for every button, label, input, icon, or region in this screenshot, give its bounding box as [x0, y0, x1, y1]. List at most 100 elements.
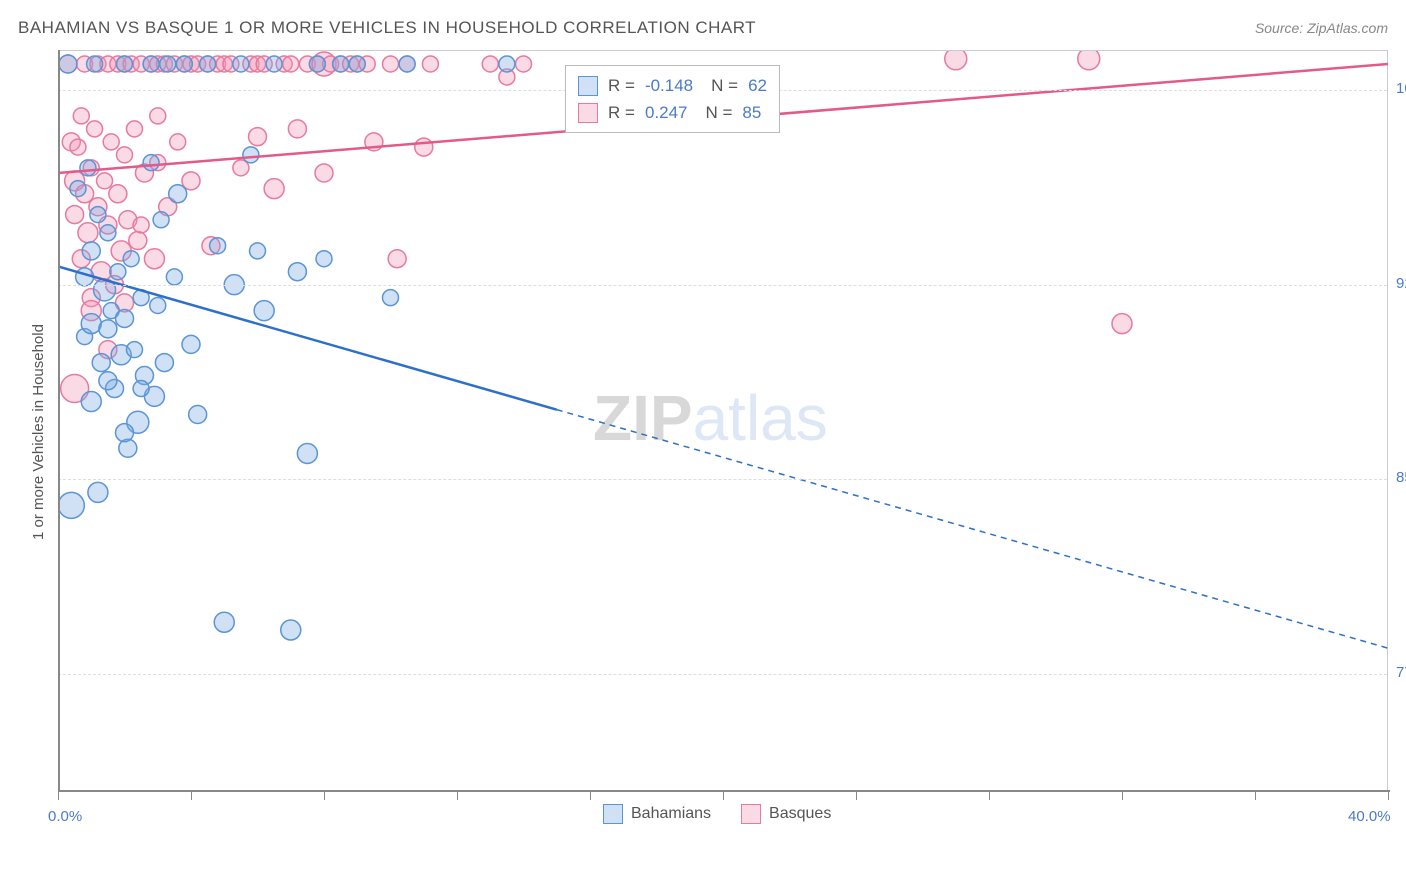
legend-r-label: R = — [608, 99, 635, 126]
data-point — [297, 443, 317, 463]
data-point — [117, 56, 133, 72]
data-point — [90, 207, 106, 223]
data-point — [166, 269, 182, 285]
data-point — [214, 612, 234, 632]
data-point — [92, 354, 110, 372]
regression-line-dashed — [557, 410, 1388, 649]
data-point — [1112, 314, 1132, 334]
x-tick — [457, 790, 458, 800]
legend-swatch — [741, 804, 761, 824]
data-point — [155, 354, 173, 372]
data-point — [100, 225, 116, 241]
data-point — [189, 406, 207, 424]
data-point — [87, 56, 103, 72]
data-point — [133, 217, 149, 233]
x-tick — [723, 790, 724, 800]
data-point — [266, 56, 282, 72]
legend-item: Bahamians — [603, 804, 711, 824]
scatter-svg — [58, 51, 1388, 791]
x-tick — [191, 790, 192, 800]
gridline-h — [58, 479, 1387, 480]
data-point — [169, 185, 187, 203]
data-point — [87, 121, 103, 137]
data-point — [99, 320, 117, 338]
data-point — [82, 242, 100, 260]
legend-r-value: -0.148 — [645, 72, 693, 99]
x-tick — [1388, 790, 1389, 800]
data-point — [97, 173, 113, 189]
legend-row: R =0.247N =85 — [578, 99, 767, 126]
x-tick — [1122, 790, 1123, 800]
legend-label: Bahamians — [631, 805, 711, 823]
data-point — [66, 206, 84, 224]
data-point — [250, 243, 266, 259]
y-tick-label: 100.0% — [1396, 80, 1406, 97]
data-point — [160, 56, 176, 72]
y-tick-label: 77.5% — [1396, 664, 1406, 681]
data-point — [383, 56, 399, 72]
chart-title: BAHAMIAN VS BASQUE 1 OR MORE VEHICLES IN… — [18, 18, 756, 38]
data-point — [78, 223, 98, 243]
data-point — [415, 138, 433, 156]
title-bar: BAHAMIAN VS BASQUE 1 OR MORE VEHICLES IN… — [18, 18, 1388, 38]
data-point — [243, 147, 259, 163]
source-label: Source: ZipAtlas.com — [1255, 20, 1388, 36]
legend-series: Bahamians Basques — [603, 804, 831, 824]
data-point — [210, 238, 226, 254]
data-point — [153, 212, 169, 228]
legend-r-label: R = — [608, 72, 635, 99]
data-point — [81, 392, 101, 412]
data-point — [309, 56, 325, 72]
legend-correlation: R = -0.148 N = 62R = 0.247 N =85 — [565, 65, 780, 133]
x-tick — [1255, 790, 1256, 800]
data-point — [70, 139, 86, 155]
data-point — [81, 314, 101, 334]
data-point — [116, 309, 134, 327]
y-axis-title: 1 or more Vehicles in Household — [30, 324, 47, 540]
data-point — [80, 160, 96, 176]
legend-swatch — [578, 103, 598, 123]
legend-n-label: N = — [711, 72, 738, 99]
data-point — [200, 56, 216, 72]
data-point — [249, 128, 267, 146]
data-point — [516, 56, 532, 72]
legend-swatch — [603, 804, 623, 824]
x-tick — [58, 790, 59, 800]
data-point — [129, 232, 147, 250]
data-point — [176, 56, 192, 72]
data-point — [281, 620, 301, 640]
data-point — [103, 134, 119, 150]
x-tick-label: 40.0% — [1348, 808, 1391, 825]
y-tick-label: 92.5% — [1396, 275, 1406, 292]
legend-row: R = -0.148 N = 62 — [578, 72, 767, 99]
data-point — [399, 56, 415, 72]
data-point — [150, 297, 166, 313]
data-point — [123, 251, 139, 267]
plot-area: ZIPatlas — [58, 50, 1388, 790]
data-point — [349, 56, 365, 72]
data-point — [254, 301, 274, 321]
legend-swatch — [578, 76, 598, 96]
data-point — [182, 335, 200, 353]
data-point — [315, 164, 333, 182]
data-point — [143, 56, 159, 72]
legend-r-value: 0.247 — [645, 99, 688, 126]
data-point — [288, 263, 306, 281]
x-tick — [590, 790, 591, 800]
data-point — [945, 51, 967, 70]
data-point — [150, 108, 166, 124]
data-point — [144, 249, 164, 269]
data-point — [422, 56, 438, 72]
data-point — [133, 381, 149, 397]
data-point — [333, 56, 349, 72]
data-point — [126, 342, 142, 358]
data-point — [233, 56, 249, 72]
data-point — [116, 424, 134, 442]
data-point — [1078, 51, 1100, 70]
data-point — [170, 134, 186, 150]
legend-label: Basques — [769, 805, 831, 823]
legend-n-value: 62 — [748, 72, 767, 99]
legend-n-value: 85 — [742, 99, 761, 126]
data-point — [88, 482, 108, 502]
data-point — [109, 185, 127, 203]
